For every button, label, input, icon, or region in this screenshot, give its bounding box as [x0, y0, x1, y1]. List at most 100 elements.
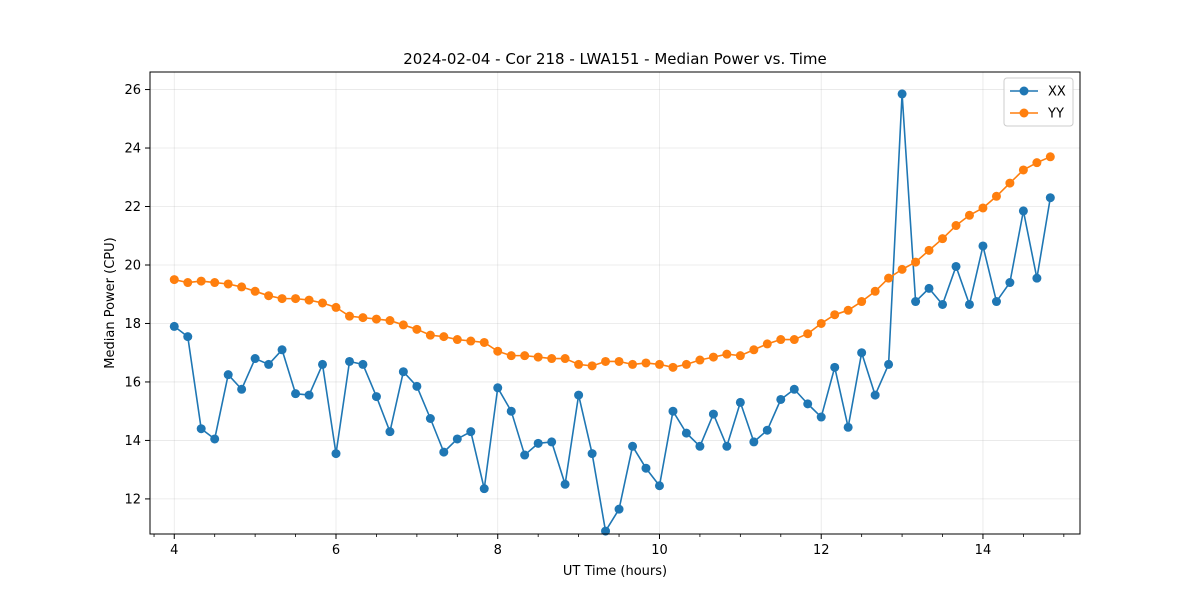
data-point-yy: [1018, 165, 1028, 175]
data-point-xx: [196, 424, 206, 434]
data-point-xx: [439, 447, 449, 457]
y-tick-label: 22: [124, 200, 141, 215]
x-tick-label: 8: [494, 543, 502, 558]
data-point-yy: [897, 264, 907, 274]
y-tick-label: 12: [124, 492, 141, 507]
data-point-yy: [560, 354, 570, 364]
legend-label-yy: YY: [1047, 107, 1064, 122]
data-point-yy: [843, 305, 853, 315]
data-point-xx: [668, 406, 678, 416]
x-tick-label: 6: [332, 543, 340, 558]
data-point-yy: [1045, 152, 1055, 162]
data-point-xx: [601, 526, 611, 536]
data-point-xx: [345, 356, 355, 366]
x-tick-label: 10: [651, 543, 668, 558]
data-point-yy: [223, 279, 233, 289]
data-point-yy: [358, 313, 368, 323]
data-point-yy: [695, 355, 705, 365]
data-point-yy: [237, 282, 247, 292]
data-point-xx: [938, 299, 948, 309]
data-point-xx: [735, 397, 745, 407]
x-tick-label: 14: [975, 543, 992, 558]
data-point-xx: [964, 299, 974, 309]
data-point-yy: [681, 359, 691, 369]
data-point-xx: [991, 297, 1001, 307]
y-tick-label: 18: [124, 317, 141, 332]
data-point-yy: [978, 203, 988, 213]
data-point-yy: [291, 294, 301, 304]
data-point-yy: [884, 273, 894, 283]
data-point-yy: [425, 330, 435, 340]
data-point-yy: [964, 210, 974, 220]
data-point-yy: [722, 349, 732, 359]
data-point-xx: [183, 332, 193, 342]
data-point-xx: [978, 241, 988, 251]
data-point-yy: [439, 332, 449, 342]
data-point-xx: [277, 345, 287, 355]
data-point-xx: [681, 428, 691, 438]
data-point-xx: [398, 367, 408, 377]
plot-frame: [149, 71, 1081, 535]
data-point-xx: [722, 441, 732, 451]
x-tick-label: 4: [170, 543, 178, 558]
data-point-xx: [547, 437, 557, 447]
data-point-yy: [749, 345, 759, 355]
data-point-xx: [479, 484, 489, 494]
data-point-yy: [196, 276, 206, 286]
data-point-xx: [897, 89, 907, 99]
data-point-xx: [264, 359, 274, 369]
data-point-yy: [452, 335, 462, 345]
legend-label-xx: XX: [1048, 85, 1066, 100]
data-point-xx: [331, 449, 341, 459]
grid: [150, 72, 1080, 534]
data-point-yy: [398, 320, 408, 330]
y-tick-label: 20: [124, 258, 141, 273]
data-point-yy: [654, 359, 664, 369]
data-point-yy: [493, 346, 503, 356]
legend-marker-xx: [1019, 86, 1029, 96]
data-point-xx: [1005, 278, 1015, 288]
data-point-xx: [493, 383, 503, 393]
data-point-xx: [830, 362, 840, 372]
data-point-xx: [466, 427, 476, 437]
data-point-yy: [830, 310, 840, 320]
data-point-xx: [520, 450, 530, 460]
data-point-yy: [816, 318, 826, 328]
data-point-xx: [291, 389, 301, 399]
data-point-yy: [911, 257, 921, 267]
data-point-yy: [708, 352, 718, 362]
data-point-yy: [924, 245, 934, 255]
x-tick-label: 12: [813, 543, 830, 558]
data-point-xx: [533, 438, 543, 448]
data-point-xx: [574, 390, 584, 400]
data-point-yy: [506, 351, 516, 361]
data-point-xx: [884, 359, 894, 369]
data-point-xx: [749, 437, 759, 447]
data-point-xx: [1018, 206, 1028, 216]
data-point-yy: [210, 278, 220, 288]
data-point-xx: [911, 297, 921, 307]
data-point-yy: [1032, 158, 1042, 168]
series-xx: [169, 89, 1055, 536]
y-axis-label: Median Power (CPU): [103, 237, 118, 368]
data-point-yy: [870, 286, 880, 296]
data-point-xx: [425, 414, 435, 423]
data-point-yy: [641, 358, 651, 368]
data-point-yy: [371, 314, 381, 324]
data-point-xx: [317, 359, 327, 369]
data-point-xx: [776, 394, 786, 404]
y-tick-label: 26: [124, 83, 141, 98]
data-point-xx: [816, 412, 826, 422]
legend: XX YY: [1003, 77, 1074, 127]
data-point-xx: [223, 370, 233, 380]
series-line-xx: [173, 93, 1052, 532]
data-point-xx: [237, 384, 247, 394]
data-point-yy: [776, 335, 786, 345]
data-point-yy: [466, 336, 476, 346]
data-point-xx: [870, 390, 880, 400]
data-point-yy: [938, 234, 948, 244]
data-point-yy: [601, 356, 611, 366]
data-point-xx: [803, 399, 813, 409]
data-point-yy: [169, 275, 179, 285]
